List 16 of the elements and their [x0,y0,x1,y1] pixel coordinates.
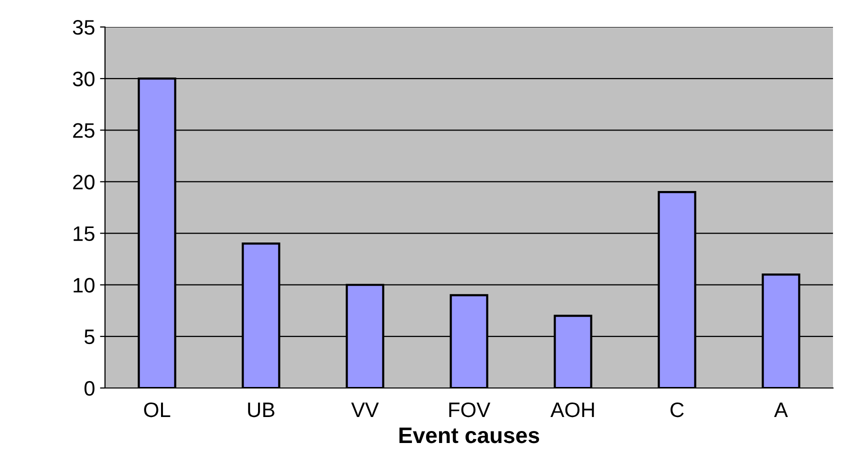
y-tick-label: 10 [74,278,94,293]
x-tick-label: OL [144,402,170,418]
x-tick-label: VV [351,402,379,417]
x-tick-label: UB [248,402,274,418]
y-tick-label: 30 [72,72,94,86]
y-tick-label: 35 [72,20,94,35]
x-tick-label: A [774,402,788,417]
y-tick-label: 25 [73,123,94,138]
x-tick-label: FOV [449,402,490,418]
y-tick-label: 5 [84,330,94,344]
y-tick-label: 0 [84,381,94,396]
x-axis-title: Event causes [399,428,540,444]
x-tick-label: C [670,402,684,418]
y-tick-label: 15 [74,226,94,242]
x-tick-label: AOH [550,402,594,418]
y-tick-label: 20 [73,174,94,190]
